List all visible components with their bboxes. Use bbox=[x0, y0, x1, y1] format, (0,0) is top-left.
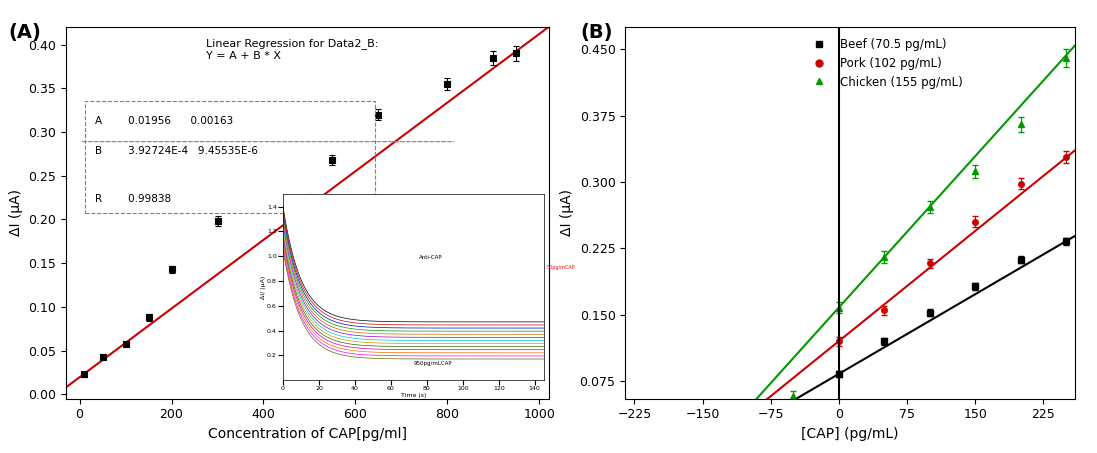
Text: (B): (B) bbox=[580, 24, 613, 43]
Text: R        0.99838: R 0.99838 bbox=[94, 194, 171, 204]
Y-axis label: ΔI (μA): ΔI (μA) bbox=[9, 189, 23, 236]
Legend: Beef (70.5 pg/mL), Pork (102 pg/mL), Chicken (155 pg/mL): Beef (70.5 pg/mL), Pork (102 pg/mL), Chi… bbox=[802, 33, 968, 93]
X-axis label: Concentration of CAP[pg/ml]: Concentration of CAP[pg/ml] bbox=[207, 427, 407, 441]
Y-axis label: ΔI (μA): ΔI (μA) bbox=[559, 189, 574, 236]
Text: B        3.92724E-4   9.45535E-6: B 3.92724E-4 9.45535E-6 bbox=[94, 146, 258, 156]
Text: A        0.01956      0.00163: A 0.01956 0.00163 bbox=[94, 116, 233, 126]
X-axis label: [CAP] (pg/mL): [CAP] (pg/mL) bbox=[802, 427, 898, 441]
Text: (A): (A) bbox=[8, 24, 41, 43]
Text: Linear Regression for Data2_B:
Y = A + B * X: Linear Regression for Data2_B: Y = A + B… bbox=[206, 39, 378, 61]
